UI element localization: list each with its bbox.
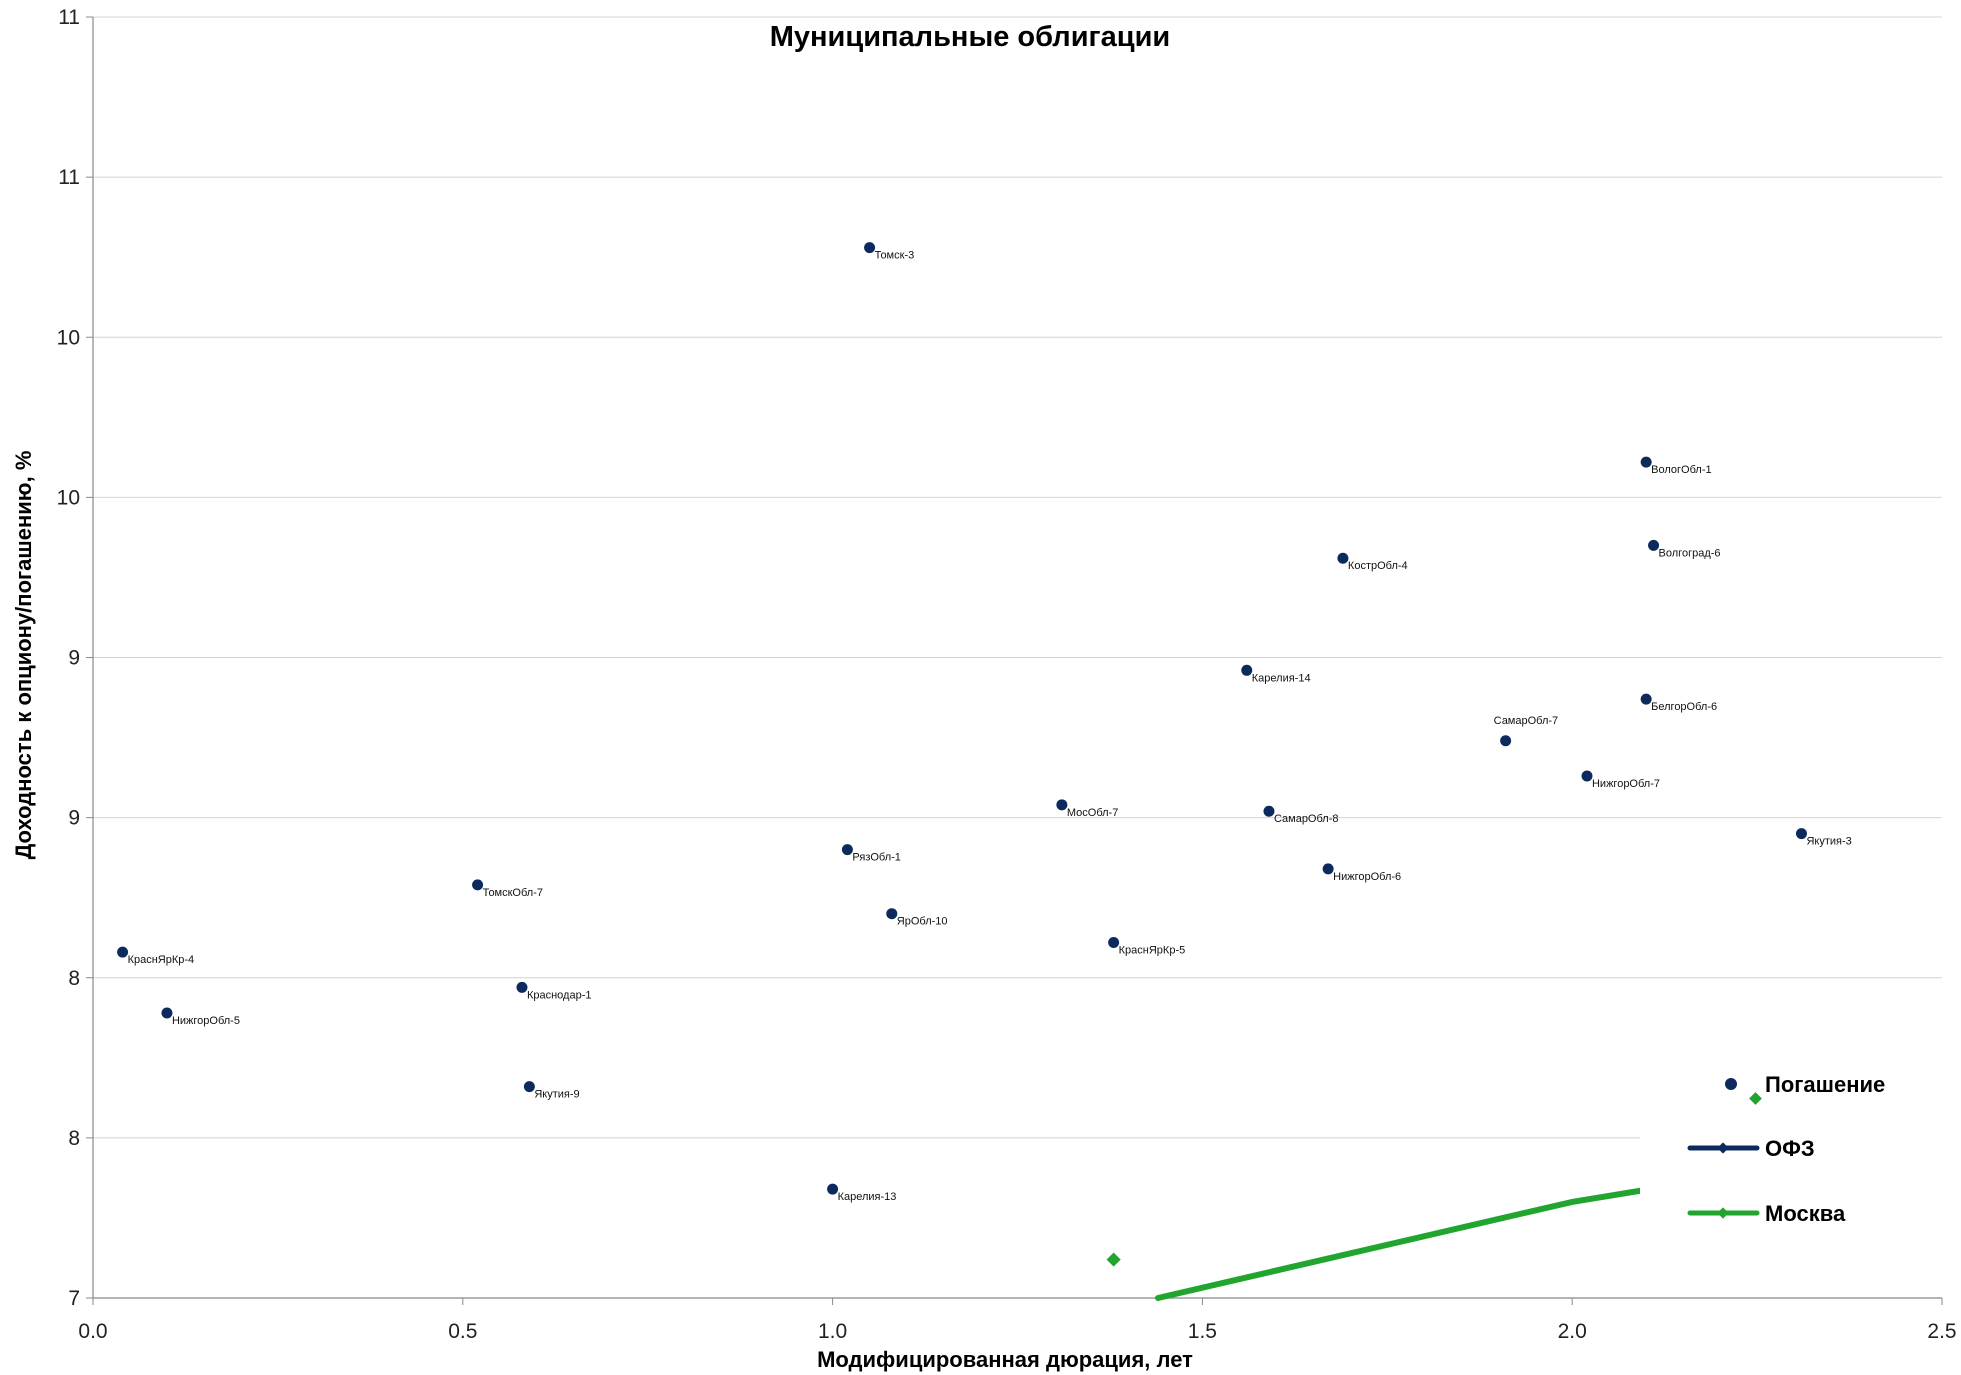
x-tick-label: 2.0: [1558, 1320, 1587, 1343]
legend-marker-icon: [1717, 1207, 1729, 1219]
data-point: [117, 946, 129, 958]
y-tick-label: 9: [68, 647, 80, 670]
data-point-label: РязОбл-1: [852, 852, 901, 864]
data-point-label: ТомскОбл-7: [483, 887, 543, 899]
data-point-label: КраснЯрКр-5: [1119, 945, 1186, 957]
legend-label: Погашение: [1765, 1072, 1885, 1097]
data-point: [161, 1007, 173, 1019]
axes: 7 8 8 9 9 10 10 11 11 0.0 0.5 1.0 1.5 2.0 2.5: [57, 6, 1957, 1343]
data-point-label: Якутия-9: [534, 1089, 579, 1101]
y-axis-label: Доходность к опциону/погашению, %: [11, 451, 36, 860]
data-point: [1337, 552, 1349, 564]
data-point: [1581, 770, 1593, 782]
chart-title: Муниципальные облигации: [770, 21, 1171, 53]
y-tick-label: 9: [68, 807, 80, 830]
data-point: [1322, 863, 1334, 875]
x-tick-label: 1.5: [1188, 1320, 1217, 1343]
data-point-label: НижгорОбл-5: [172, 1015, 240, 1027]
y-tick-label: 11: [58, 166, 80, 189]
data-point: [1795, 828, 1807, 840]
x-tick-label: 0.0: [78, 1320, 107, 1343]
data-point-label: Волгоград-6: [1659, 547, 1721, 559]
y-tick-label: 10: [57, 326, 80, 349]
y-tick-label: 8: [68, 1127, 80, 1150]
data-point-label: МосОбл-7: [1067, 807, 1118, 819]
data-point-label: Краснодар-1: [527, 989, 592, 1001]
data-point-label: НижгорОбл-6: [1333, 871, 1401, 883]
data-point: [841, 844, 853, 856]
y-tick-label: 11: [58, 6, 80, 29]
data-point: [523, 1081, 535, 1093]
y-tick-label: 7: [68, 1287, 80, 1310]
data-point: [864, 242, 876, 254]
data-point: [516, 981, 528, 993]
legend: Погашение ОФЗ Москва: [1640, 1055, 1945, 1240]
data-point: [1500, 735, 1512, 747]
data-point-label: Карелия-14: [1252, 672, 1311, 684]
data-point: [1241, 664, 1253, 676]
data-point-label: БелгорОбл-6: [1651, 701, 1717, 713]
y-tick-label: 10: [57, 486, 80, 509]
data-point: [886, 908, 898, 920]
gridlines: [93, 16, 1942, 1139]
data-point: [1648, 539, 1660, 551]
legend-label: ОФЗ: [1765, 1136, 1815, 1161]
x-tick-label: 0.5: [448, 1320, 477, 1343]
data-point-label: Томск-3: [875, 250, 915, 262]
data-point-label: КраснЯрКр-4: [128, 954, 195, 966]
data-point-label: СамарОбл-8: [1274, 813, 1339, 825]
data-point-label: ЯрОбл-10: [897, 916, 948, 928]
legend-dot-icon: [1725, 1078, 1737, 1090]
x-tick-label: 1.0: [818, 1320, 847, 1343]
data-point: [1056, 799, 1068, 811]
data-point: [472, 879, 484, 891]
data-point: [827, 1183, 839, 1195]
data-point-label: ВологОбл-1: [1651, 464, 1711, 476]
legend-label: Москва: [1765, 1201, 1846, 1226]
x-axis-label: Модифицированная дюрация, лет: [817, 1347, 1193, 1372]
data-point-label: КострОбл-4: [1348, 560, 1408, 572]
data-point: [1263, 805, 1275, 817]
legend-diamond-icon: [1749, 1092, 1762, 1105]
data-point: [1640, 693, 1652, 705]
data-point-label: НижгорОбл-7: [1592, 778, 1660, 790]
x-tick-label: 2.5: [1927, 1320, 1956, 1343]
data-point-label: СамарОбл-7: [1494, 715, 1559, 727]
data-point-label: Карелия-13: [838, 1191, 897, 1203]
series-marker: [1106, 1252, 1121, 1267]
series-points: КраснЯрКр-4 НижгорОбл-5 ТомскОбл-7 Краснода…: [117, 242, 1852, 1203]
y-tick-label: 8: [68, 967, 80, 990]
data-point: [1640, 456, 1652, 468]
legend-marker-icon: [1717, 1142, 1729, 1154]
data-point-label: Якутия-3: [1806, 836, 1851, 848]
data-point: [1108, 937, 1120, 949]
